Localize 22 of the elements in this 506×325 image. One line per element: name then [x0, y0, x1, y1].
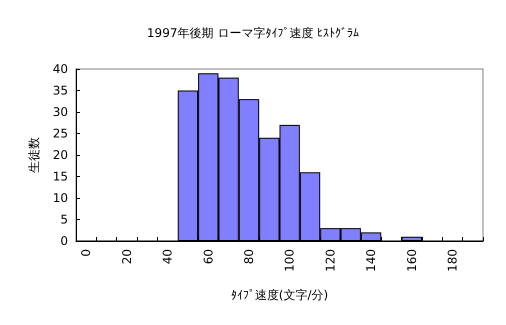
x-tick-label: 40	[160, 249, 175, 264]
y-tick-label: 15	[52, 170, 68, 184]
x-tick-label: 140	[364, 249, 378, 272]
y-tick-label: 40	[52, 62, 68, 76]
y-tick-label: 35	[52, 84, 68, 98]
x-tick-label: 60	[201, 249, 216, 264]
x-tick-label: 0	[79, 249, 94, 257]
x-tick-label: 180	[445, 249, 460, 272]
y-tick-label: 0	[60, 234, 68, 248]
x-tick-label: 100	[282, 249, 297, 272]
y-tick-label: 10	[52, 191, 68, 205]
x-tick-label: 20	[120, 249, 134, 264]
y-tick-label: 20	[52, 148, 68, 162]
y-axis-title: 生徒数	[27, 137, 41, 173]
x-axis-title: ﾀｲﾌﾟ速度(文字/分)	[230, 288, 328, 302]
y-tick-label: 30	[52, 105, 68, 119]
y-tick-label: 5	[60, 212, 68, 226]
y-tick-label: 25	[52, 126, 68, 140]
x-tick-label: 160	[404, 249, 419, 272]
chart-title: 1997年後期 ローマ字ﾀｲﾌﾟ速度 ﾋｽﾄｸﾞﾗﾑ	[146, 26, 360, 40]
x-tick-label: 120	[323, 249, 338, 272]
x-tick-label: 80	[242, 249, 256, 264]
